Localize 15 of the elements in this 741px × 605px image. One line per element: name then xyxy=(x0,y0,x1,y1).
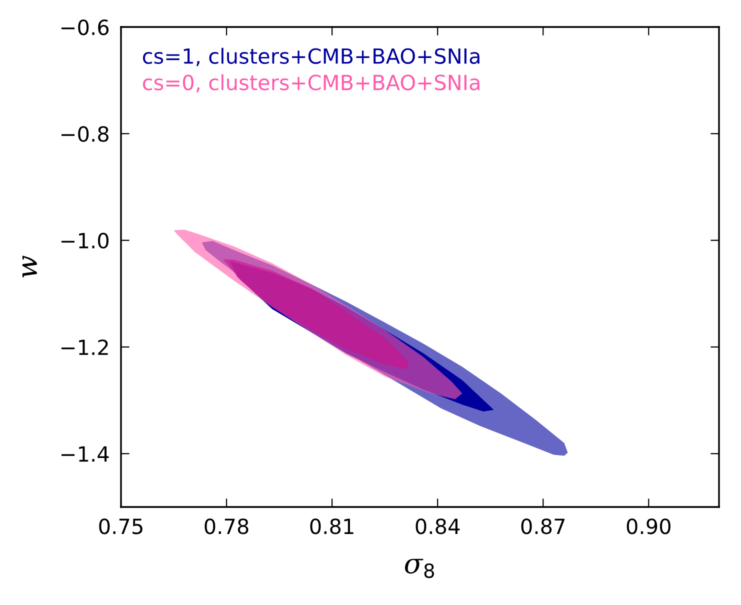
y-tick-label: −0.6 xyxy=(62,19,109,36)
text: cs=0, clusters+CMB+BAO+SNIa xyxy=(142,74,480,92)
x-tick-label: 0.81 xyxy=(310,518,354,534)
y-tick-label: −1.0 xyxy=(62,232,109,249)
y-tick-label: −1.4 xyxy=(62,446,109,462)
y-axis-title: w xyxy=(22,256,37,278)
x-axis-title: σ$_{8}$ xyxy=(404,558,434,578)
text: cs=1, clusters+CMB+BAO+SNIa xyxy=(142,48,480,66)
x-tick-label: 0.87 xyxy=(521,518,565,534)
x-tick-label: 0.75 xyxy=(99,518,142,534)
x-tick-label: 0.90 xyxy=(626,518,670,534)
x-tick-label: 0.84 xyxy=(416,518,460,534)
y-tick-label: −0.8 xyxy=(62,126,108,142)
y-tick-label: −1.2 xyxy=(62,339,108,355)
x-tick-label: 0.78 xyxy=(204,518,248,534)
